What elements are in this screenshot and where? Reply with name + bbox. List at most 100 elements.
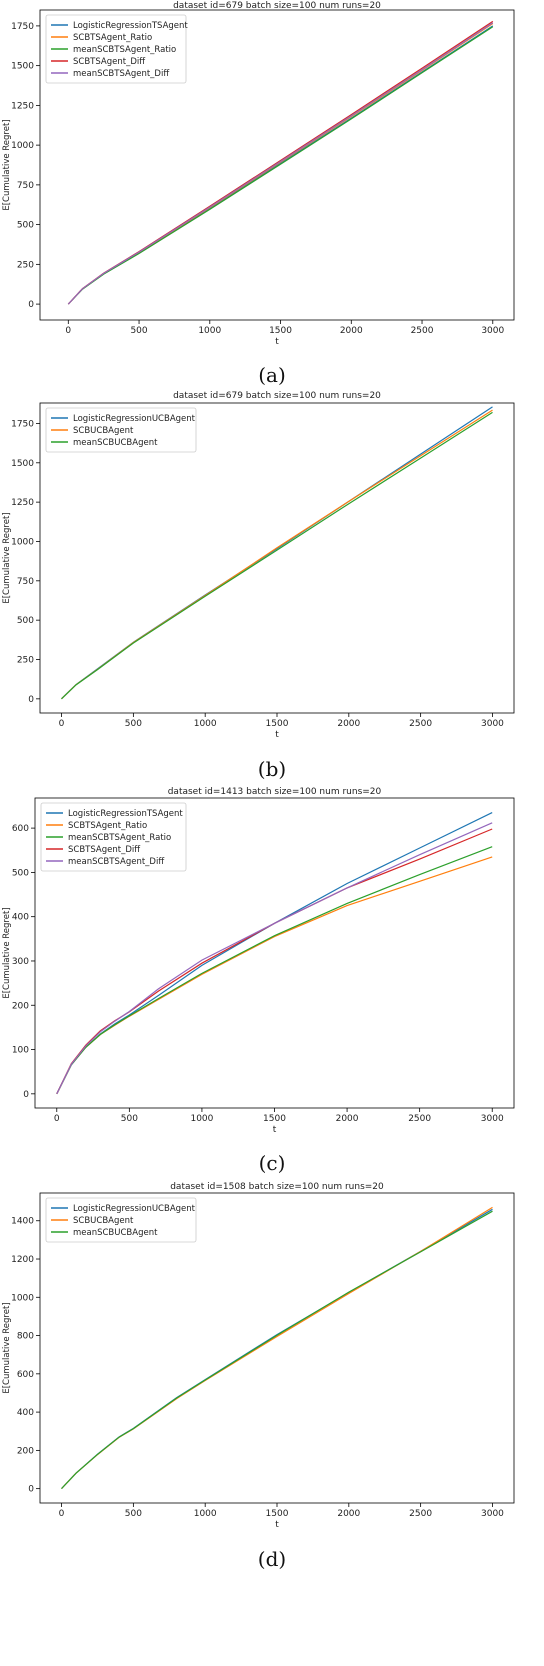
y-tick-label: 1500 — [11, 62, 34, 72]
x-tick-label: 0 — [59, 719, 65, 729]
x-tick-label: 2000 — [340, 326, 363, 336]
x-axis-label: t — [275, 1520, 279, 1530]
y-tick-label: 500 — [17, 221, 34, 231]
x-tick-label: 1500 — [269, 326, 292, 336]
x-tick-label: 1000 — [198, 326, 221, 336]
chart-2: dataset id=679 batch size=100 num runs=2… — [2, 391, 514, 781]
legend-label: SCBTSAgent_Ratio — [68, 821, 147, 831]
legend-label: meanSCBUCBAgent — [73, 438, 158, 448]
legend-label: meanSCBTSAgent_Ratio — [73, 45, 176, 55]
y-tick-label: 0 — [28, 1485, 34, 1495]
legend-label: meanSCBUCBAgent — [73, 1228, 158, 1238]
y-tick-label: 750 — [17, 577, 34, 587]
x-tick-label: 1000 — [190, 1114, 213, 1124]
y-tick-label: 1250 — [11, 498, 34, 508]
y-axis-label: E[Cumulative Regret] — [2, 119, 12, 210]
chart-3: dataset id=1413 batch size=100 num runs=… — [2, 787, 514, 1175]
y-tick-label: 1400 — [11, 1217, 34, 1227]
chart-title: dataset id=679 batch size=100 num runs=2… — [173, 391, 381, 401]
legend-label: LogisticRegressionUCBAgent — [73, 414, 196, 424]
y-tick-label: 1000 — [11, 537, 34, 547]
x-axis-label: t — [273, 1125, 277, 1135]
y-tick-label: 400 — [12, 913, 29, 923]
legend-label: meanSCBTSAgent_Ratio — [68, 833, 171, 843]
y-tick-label: 400 — [17, 1408, 34, 1418]
y-tick-label: 1000 — [11, 141, 34, 151]
x-tick-label: 1500 — [263, 1114, 286, 1124]
y-axis-label: E[Cumulative Regret] — [2, 1302, 12, 1393]
y-tick-label: 0 — [28, 300, 34, 310]
figure-caption: (a) — [258, 363, 286, 387]
y-tick-label: 250 — [17, 655, 34, 665]
y-tick-label: 100 — [12, 1046, 29, 1056]
x-tick-label: 500 — [125, 1509, 142, 1519]
x-tick-label: 2500 — [409, 719, 432, 729]
x-tick-label: 2000 — [337, 1509, 360, 1519]
x-axis-label: t — [275, 337, 279, 347]
y-axis-label: E[Cumulative Regret] — [2, 907, 12, 998]
y-axis-label: E[Cumulative Regret] — [2, 512, 12, 603]
x-tick-label: 0 — [59, 1509, 65, 1519]
chart-title: dataset id=1413 batch size=100 num runs=… — [168, 787, 382, 797]
legend-label: SCBUCBAgent — [73, 426, 134, 436]
x-tick-label: 500 — [121, 1114, 138, 1124]
legend-label: meanSCBTSAgent_Diff — [73, 69, 170, 79]
y-tick-label: 500 — [12, 868, 29, 878]
figure-caption: (c) — [259, 1151, 286, 1175]
figure-caption: (d) — [258, 1547, 286, 1571]
chart-title: dataset id=679 batch size=100 num runs=2… — [173, 1, 381, 11]
y-tick-label: 600 — [12, 824, 29, 834]
legend-label: SCBTSAgent_Diff — [68, 845, 141, 855]
y-tick-label: 1000 — [11, 1293, 34, 1303]
y-tick-label: 250 — [17, 260, 34, 270]
x-tick-label: 2500 — [409, 1509, 432, 1519]
x-tick-label: 2000 — [337, 719, 360, 729]
series-line-LogisticRegressionUCBAgent — [62, 1209, 493, 1488]
legend-label: SCBTSAgent_Diff — [73, 57, 146, 67]
y-tick-label: 1500 — [11, 459, 34, 469]
x-tick-label: 3000 — [481, 719, 504, 729]
legend-label: LogisticRegressionUCBAgent — [73, 1204, 196, 1214]
x-tick-label: 500 — [125, 719, 142, 729]
chart-1: dataset id=679 batch size=100 num runs=2… — [2, 1, 514, 387]
legend-label: meanSCBTSAgent_Diff — [68, 857, 165, 867]
y-tick-label: 0 — [28, 695, 34, 705]
legend-label: SCBTSAgent_Ratio — [73, 33, 152, 43]
x-tick-label: 0 — [54, 1114, 60, 1124]
x-axis-label: t — [275, 730, 279, 740]
y-tick-label: 1750 — [11, 22, 34, 32]
y-tick-label: 200 — [17, 1446, 34, 1456]
x-tick-label: 2500 — [408, 1114, 431, 1124]
x-tick-label: 500 — [130, 326, 147, 336]
y-tick-label: 600 — [17, 1370, 34, 1380]
x-tick-label: 3000 — [481, 326, 504, 336]
y-tick-label: 1200 — [11, 1255, 34, 1265]
legend-label: LogisticRegressionTSAgent — [68, 809, 183, 819]
chart-4: dataset id=1508 batch size=100 num runs=… — [2, 1182, 514, 1571]
x-tick-label: 1500 — [266, 719, 289, 729]
series-line-SCBUCBAgent — [62, 1207, 493, 1488]
y-tick-label: 750 — [17, 181, 34, 191]
legend-label: SCBUCBAgent — [73, 1216, 134, 1226]
x-tick-label: 1000 — [194, 1509, 217, 1519]
chart-title: dataset id=1508 batch size=100 num runs=… — [170, 1182, 384, 1192]
y-tick-label: 1250 — [11, 101, 34, 111]
y-tick-label: 800 — [17, 1332, 34, 1342]
legend-label: LogisticRegressionTSAgent — [73, 21, 188, 31]
figure-caption: (b) — [258, 757, 286, 781]
x-tick-label: 2000 — [336, 1114, 359, 1124]
y-tick-label: 300 — [12, 957, 29, 967]
y-tick-label: 0 — [23, 1090, 29, 1100]
series-line-meanSCBUCBAgent — [62, 1211, 493, 1488]
x-tick-label: 3000 — [481, 1114, 504, 1124]
x-tick-label: 2500 — [411, 326, 434, 336]
series-line-SCBTSAgent_Ratio — [57, 857, 492, 1094]
x-tick-label: 1500 — [266, 1509, 289, 1519]
x-tick-label: 3000 — [481, 1509, 504, 1519]
series-line-meanSCBTSAgent_Ratio — [57, 847, 492, 1094]
x-tick-label: 0 — [65, 326, 71, 336]
series-line-meanSCBUCBAgent — [62, 412, 493, 698]
x-tick-label: 1000 — [194, 719, 217, 729]
y-tick-label: 200 — [12, 1001, 29, 1011]
